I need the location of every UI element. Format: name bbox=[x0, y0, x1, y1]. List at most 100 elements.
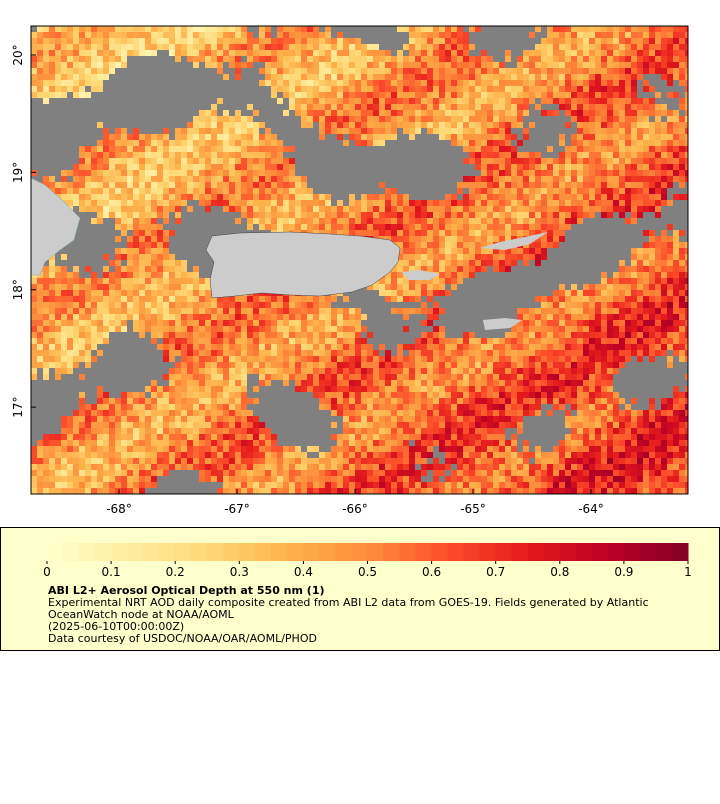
aod-cell bbox=[559, 86, 565, 92]
aod-cell bbox=[121, 230, 127, 236]
aod-cell bbox=[127, 218, 133, 224]
aod-cell bbox=[397, 398, 403, 404]
aod-cell bbox=[361, 68, 367, 74]
aod-cell bbox=[397, 236, 403, 242]
aod-cell bbox=[439, 134, 445, 140]
aod-cell bbox=[283, 338, 289, 344]
aod-cell bbox=[571, 326, 577, 332]
aod-cell bbox=[361, 368, 367, 374]
aod-cell bbox=[187, 176, 193, 182]
aod-cell bbox=[505, 80, 511, 86]
aod-cell bbox=[91, 62, 97, 68]
aod-cell bbox=[571, 38, 577, 44]
aod-cell bbox=[493, 110, 499, 116]
aod-cell bbox=[385, 392, 391, 398]
aod-cell bbox=[463, 332, 469, 338]
aod-cell bbox=[433, 200, 439, 206]
aod-cell bbox=[469, 86, 475, 92]
aod-cell bbox=[391, 134, 397, 140]
aod-cell bbox=[571, 368, 577, 374]
aod-cell bbox=[205, 206, 211, 212]
aod-cell bbox=[595, 86, 601, 92]
aod-cell bbox=[385, 110, 391, 116]
aod-cell bbox=[475, 188, 481, 194]
aod-cell bbox=[205, 194, 211, 200]
aod-cell bbox=[601, 116, 607, 122]
aod-cell bbox=[73, 170, 79, 176]
aod-cell bbox=[589, 206, 595, 212]
aod-cell bbox=[667, 272, 673, 278]
aod-cell bbox=[151, 170, 157, 176]
aod-cell bbox=[331, 386, 337, 392]
aod-cell bbox=[469, 374, 475, 380]
aod-cell bbox=[517, 176, 523, 182]
aod-cell bbox=[667, 296, 673, 302]
aod-cell bbox=[553, 50, 559, 56]
aod-cell bbox=[343, 308, 349, 314]
aod-cell bbox=[583, 128, 589, 134]
aod-cell bbox=[601, 164, 607, 170]
aod-cell bbox=[457, 104, 463, 110]
aod-cell bbox=[319, 110, 325, 116]
aod-cell bbox=[301, 110, 307, 116]
aod-cell bbox=[547, 92, 553, 98]
aod-cell bbox=[571, 398, 577, 404]
aod-cell bbox=[589, 134, 595, 140]
aod-cell bbox=[547, 326, 553, 332]
aod-cell bbox=[613, 296, 619, 302]
aod-cell bbox=[607, 278, 613, 284]
aod-cell bbox=[127, 248, 133, 254]
aod-cell bbox=[595, 122, 601, 128]
aod-cell bbox=[235, 152, 241, 158]
aod-cell bbox=[565, 98, 571, 104]
aod-cell bbox=[277, 374, 283, 380]
aod-cell bbox=[193, 308, 199, 314]
aod-cell bbox=[115, 272, 121, 278]
aod-cell bbox=[145, 272, 151, 278]
aod-cell bbox=[151, 32, 157, 38]
aod-cell bbox=[445, 122, 451, 128]
aod-cell bbox=[643, 26, 649, 32]
aod-cell bbox=[373, 284, 379, 290]
aod-cell bbox=[343, 104, 349, 110]
aod-cell bbox=[319, 200, 325, 206]
aod-cell bbox=[265, 332, 271, 338]
aod-cell bbox=[361, 212, 367, 218]
aod-cell bbox=[79, 404, 85, 410]
aod-cell bbox=[55, 314, 61, 320]
aod-cell bbox=[115, 302, 121, 308]
aod-cell bbox=[565, 194, 571, 200]
aod-cell bbox=[421, 302, 427, 308]
aod-cell bbox=[475, 74, 481, 80]
aod-cell bbox=[469, 356, 475, 362]
aod-cell bbox=[421, 344, 427, 350]
aod-cell bbox=[571, 338, 577, 344]
aod-cell bbox=[235, 158, 241, 164]
aod-cell bbox=[559, 212, 565, 218]
aod-cell bbox=[115, 152, 121, 158]
aod-cell bbox=[247, 224, 253, 230]
aod-cell bbox=[247, 194, 253, 200]
aod-cell bbox=[271, 218, 277, 224]
aod-cell bbox=[355, 128, 361, 134]
aod-cell bbox=[619, 188, 625, 194]
aod-cell bbox=[313, 74, 319, 80]
aod-cell bbox=[37, 338, 43, 344]
aod-cell bbox=[343, 44, 349, 50]
aod-cell bbox=[271, 68, 277, 74]
aod-cell bbox=[553, 194, 559, 200]
aod-cell bbox=[631, 92, 637, 98]
aod-cell bbox=[541, 206, 547, 212]
aod-cell bbox=[253, 164, 259, 170]
aod-cell bbox=[583, 32, 589, 38]
aod-cell bbox=[43, 296, 49, 302]
aod-cell bbox=[385, 368, 391, 374]
aod-cell bbox=[211, 62, 217, 68]
aod-cell bbox=[679, 392, 685, 398]
aod-cell bbox=[463, 44, 469, 50]
aod-cell bbox=[253, 362, 259, 368]
aod-cell bbox=[427, 44, 433, 50]
aod-cell bbox=[37, 350, 43, 356]
aod-cell bbox=[271, 326, 277, 332]
aod-cell bbox=[235, 206, 241, 212]
